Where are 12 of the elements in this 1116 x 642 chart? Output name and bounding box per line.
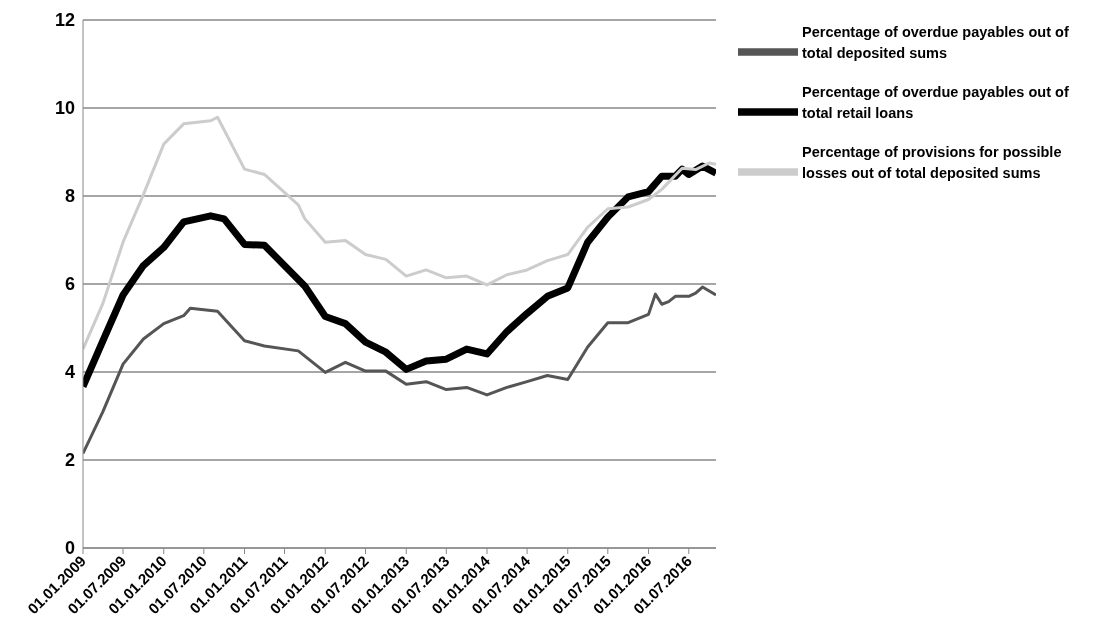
legend-label: Percentage of provisions for possible losses out of total deposited sums [802,143,1063,183]
y-tick-label: 6 [64,274,75,295]
legend-label: Percentage of overdue payables out of total deposited sums [802,23,1070,63]
y-tick-label: 0 [64,538,75,559]
line-series [83,285,716,455]
line-series [83,115,716,351]
y-tick-label: 12 [54,10,75,31]
y-tick-label: 10 [54,98,75,119]
y-tick-label: 4 [64,362,75,383]
y-tick-label: 8 [64,186,75,207]
legend-label: Percentage of overdue payables out of total retail loans [802,83,1070,123]
y-tick-label: 2 [64,450,75,471]
